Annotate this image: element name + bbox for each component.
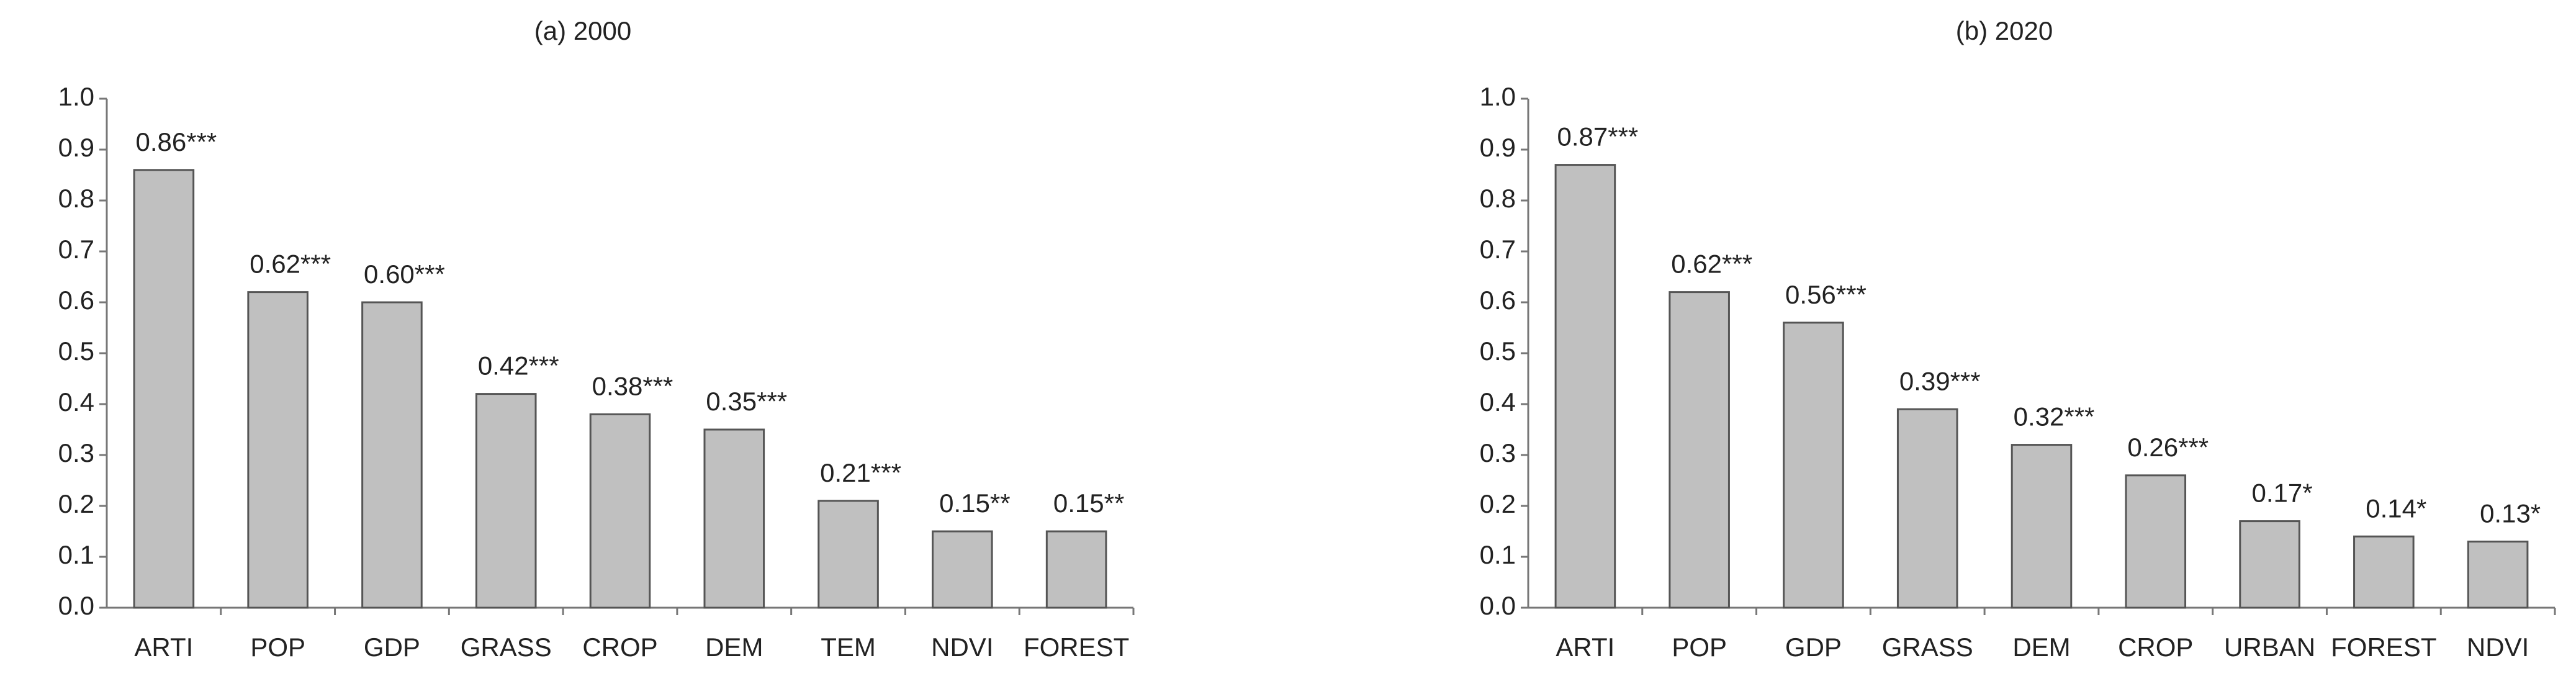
y-tick-label: 0.0 (58, 591, 94, 620)
x-tick-label: POP (1672, 633, 1727, 662)
data-label: 0.42*** (478, 351, 559, 381)
y-tick-label: 0.6 (1480, 286, 1516, 315)
x-tick-label: CROP (582, 633, 657, 662)
data-label: 0.15** (939, 489, 1010, 518)
data-label: 0.32*** (2014, 402, 2095, 431)
bar (1554, 164, 1616, 609)
y-tick-label: 0.4 (58, 387, 94, 417)
data-label: 0.62*** (1671, 250, 1752, 279)
chart-title: (a) 2000 (534, 16, 631, 45)
data-label: 0.26*** (2127, 433, 2209, 462)
data-label: 0.15** (1053, 489, 1124, 518)
bar (475, 393, 537, 609)
x-tick-label: NDVI (2467, 633, 2529, 662)
x-tick-label: NDVI (931, 633, 993, 662)
bar (703, 428, 765, 609)
y-tick-label: 1.0 (1480, 82, 1516, 111)
y-tick-label: 0.1 (58, 540, 94, 569)
x-tick-label: GDP (1785, 633, 1842, 662)
y-tick-label: 0.8 (1480, 184, 1516, 213)
x-tick-label: TEM (821, 633, 876, 662)
data-label: 0.17* (2252, 479, 2313, 508)
data-label: 0.87*** (1557, 122, 1638, 151)
x-tick-label: DEM (705, 633, 763, 662)
bar (361, 301, 423, 609)
y-tick-label: 1.0 (58, 82, 94, 111)
bar (1045, 530, 1107, 609)
y-tick-label: 0.1 (1480, 540, 1516, 569)
y-tick-label: 0.5 (58, 336, 94, 366)
bar (1896, 408, 1958, 609)
bar (2011, 444, 2073, 609)
y-tick-label: 0.0 (1480, 591, 1516, 620)
x-tick-label: FOREST (2331, 633, 2436, 662)
x-tick-label: POP (250, 633, 305, 662)
bar (2239, 520, 2300, 609)
y-tick-label: 0.3 (58, 438, 94, 467)
y-tick-label: 0.8 (58, 184, 94, 213)
y-tick-label: 0.7 (58, 235, 94, 264)
x-tick-label: FOREST (1024, 633, 1129, 662)
bar (589, 413, 651, 609)
data-label: 0.21*** (820, 458, 901, 487)
data-label: 0.62*** (250, 250, 331, 279)
data-label: 0.86*** (135, 127, 217, 156)
x-tick-label: DEM (2012, 633, 2070, 662)
data-label: 0.14* (2366, 493, 2426, 523)
bar (133, 169, 195, 609)
data-label: 0.13* (2480, 498, 2541, 528)
x-tick-label: ARTI (134, 633, 193, 662)
y-tick-label: 0.6 (58, 286, 94, 315)
bar (817, 500, 879, 609)
y-tick-label: 0.5 (1480, 336, 1516, 366)
y-tick-label: 0.2 (1480, 489, 1516, 518)
y-tick-label: 0.9 (1480, 133, 1516, 162)
chart-title: (b) 2020 (1956, 16, 2053, 45)
bar (2125, 474, 2187, 609)
data-label: 0.60*** (364, 259, 445, 289)
y-tick-label: 0.4 (1480, 387, 1516, 417)
data-label: 0.35*** (706, 387, 787, 416)
bar (1783, 322, 1844, 609)
data-label: 0.39*** (1899, 366, 1981, 395)
y-tick-label: 0.9 (58, 133, 94, 162)
x-tick-label: URBAN (2224, 633, 2315, 662)
data-label: 0.38*** (592, 371, 673, 400)
x-tick-label: CROP (2118, 633, 2193, 662)
y-tick-label: 0.2 (58, 489, 94, 518)
bar (1669, 291, 1730, 609)
bar (932, 530, 993, 609)
y-tick-label: 0.3 (1480, 438, 1516, 467)
x-tick-label: ARTI (1556, 633, 1615, 662)
bar (247, 291, 308, 609)
x-tick-label: GDP (364, 633, 420, 662)
bar (2353, 535, 2415, 609)
data-label: 0.56*** (1785, 280, 1867, 309)
x-tick-label: GRASS (461, 633, 552, 662)
bar (2467, 540, 2529, 609)
y-tick-label: 0.7 (1480, 235, 1516, 264)
x-tick-label: GRASS (1882, 633, 1973, 662)
